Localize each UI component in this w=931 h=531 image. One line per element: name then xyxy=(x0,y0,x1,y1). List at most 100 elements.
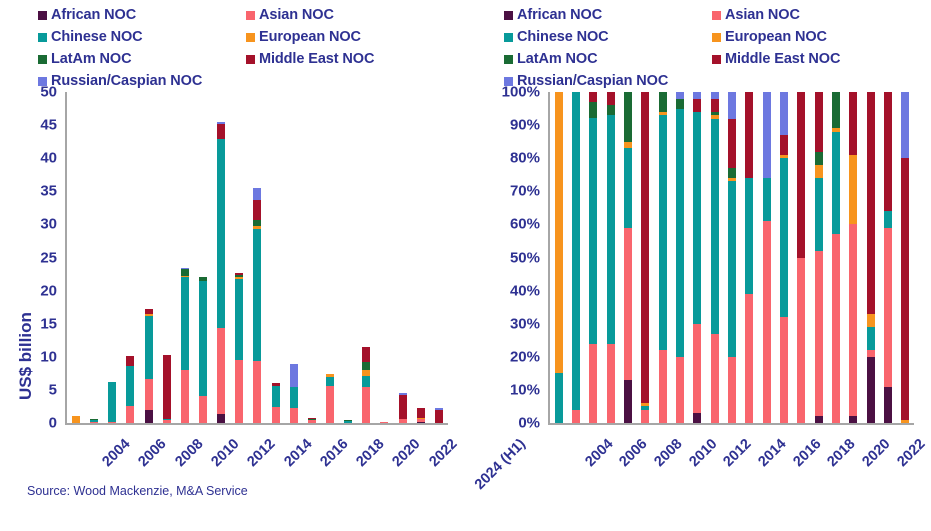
bar-slot[interactable] xyxy=(775,92,792,423)
bar-slot[interactable] xyxy=(285,92,303,423)
bar-slot[interactable] xyxy=(412,92,430,423)
bar-slot[interactable] xyxy=(706,92,723,423)
x-tick-label: 2020 xyxy=(859,436,894,471)
bar-slot[interactable] xyxy=(194,92,212,423)
bar-slot[interactable] xyxy=(67,92,85,423)
bar-slot[interactable] xyxy=(897,92,914,423)
bar-slot[interactable] xyxy=(121,92,139,423)
bar-slot[interactable] xyxy=(394,92,412,423)
bar-slot[interactable] xyxy=(267,92,285,423)
bar-segment-african xyxy=(866,356,875,423)
stacked-bar[interactable] xyxy=(108,381,117,423)
bar-slot[interactable] xyxy=(793,92,810,423)
stacked-bar[interactable] xyxy=(72,415,81,423)
bar-slot[interactable] xyxy=(230,92,248,423)
legend-label-latam-2: LatAm NOC xyxy=(517,50,598,67)
stacked-bar[interactable] xyxy=(831,92,840,423)
bar-slot[interactable] xyxy=(339,92,357,423)
stacked-bar[interactable] xyxy=(641,92,650,423)
bar-segment-mideast xyxy=(849,92,858,155)
stacked-bar[interactable] xyxy=(866,92,875,423)
x-tick-label: 2008 xyxy=(651,436,686,471)
stacked-bar[interactable] xyxy=(199,276,208,423)
stacked-bar[interactable] xyxy=(344,420,353,423)
bar-slot[interactable] xyxy=(637,92,654,423)
stacked-bar[interactable] xyxy=(693,92,702,423)
stacked-bar[interactable] xyxy=(398,393,407,423)
stacked-bar[interactable] xyxy=(126,355,135,423)
bar-segment-asian xyxy=(416,418,425,422)
bar-slot[interactable] xyxy=(585,92,602,423)
bar-slot[interactable] xyxy=(879,92,896,423)
bar-slot[interactable] xyxy=(741,92,758,423)
bar-slot[interactable] xyxy=(654,92,671,423)
stacked-bar[interactable] xyxy=(675,92,684,423)
stacked-bar[interactable] xyxy=(814,92,823,423)
stacked-bar[interactable] xyxy=(606,92,615,423)
bar-slot[interactable] xyxy=(567,92,584,423)
stacked-bar[interactable] xyxy=(554,92,563,423)
bar-slot[interactable] xyxy=(375,92,393,423)
bar-slot[interactable] xyxy=(158,92,176,423)
bar-slot[interactable] xyxy=(827,92,844,423)
bar-slot[interactable] xyxy=(248,92,266,423)
bar-slot[interactable] xyxy=(176,92,194,423)
stacked-bar[interactable] xyxy=(745,92,754,423)
stacked-bar[interactable] xyxy=(849,92,858,423)
bar-slot[interactable] xyxy=(619,92,636,423)
x-tick-label: 2004 xyxy=(582,436,617,471)
y-tick-label: 0% xyxy=(518,414,540,432)
bar-segment-african xyxy=(144,410,153,423)
stacked-bar[interactable] xyxy=(901,92,910,423)
stacked-bar[interactable] xyxy=(571,92,580,423)
bar-slot[interactable] xyxy=(212,92,230,423)
bar-slot[interactable] xyxy=(602,92,619,423)
bar-slot[interactable] xyxy=(321,92,339,423)
bar-segment-asian xyxy=(326,385,335,423)
stacked-bar[interactable] xyxy=(217,121,226,423)
stacked-bar[interactable] xyxy=(326,374,335,423)
bar-segment-chinese xyxy=(108,381,117,422)
stacked-bar[interactable] xyxy=(762,92,771,423)
stacked-bar[interactable] xyxy=(779,92,788,423)
stacked-bar[interactable] xyxy=(623,92,632,423)
stacked-bar[interactable] xyxy=(380,421,389,423)
stacked-bar[interactable] xyxy=(162,354,171,423)
stacked-bar[interactable] xyxy=(289,364,298,423)
y-tick-label: 100% xyxy=(501,83,540,101)
stacked-bar[interactable] xyxy=(144,309,153,423)
bar-slot[interactable] xyxy=(689,92,706,423)
bar-slot[interactable] xyxy=(671,92,688,423)
legend-swatch-asian-2 xyxy=(712,10,721,20)
stacked-bar[interactable] xyxy=(180,268,189,423)
bar-slot[interactable] xyxy=(845,92,862,423)
stacked-bar[interactable] xyxy=(416,408,425,423)
bar-slot[interactable] xyxy=(140,92,158,423)
bar-slot[interactable] xyxy=(85,92,103,423)
stacked-bar[interactable] xyxy=(727,92,736,423)
stacked-bar[interactable] xyxy=(658,92,667,423)
legend-item-african: African NOC xyxy=(38,4,202,26)
bar-slot[interactable] xyxy=(723,92,740,423)
stacked-bar[interactable] xyxy=(235,272,244,423)
bar-slot[interactable] xyxy=(758,92,775,423)
stacked-bar[interactable] xyxy=(589,92,598,423)
bar-slot[interactable] xyxy=(103,92,121,423)
bar-segment-russian xyxy=(779,92,788,136)
stacked-bar[interactable] xyxy=(253,188,262,423)
stacked-bar[interactable] xyxy=(434,407,443,423)
stacked-bar[interactable] xyxy=(362,346,371,423)
bar-slot[interactable] xyxy=(357,92,375,423)
bar-slot[interactable] xyxy=(430,92,448,423)
stacked-bar[interactable] xyxy=(271,383,280,423)
stacked-bar[interactable] xyxy=(90,419,99,423)
x-tick-label: 2012 xyxy=(720,436,755,471)
bar-slot[interactable] xyxy=(303,92,321,423)
bar-slot[interactable] xyxy=(810,92,827,423)
bar-slot[interactable] xyxy=(862,92,879,423)
stacked-bar[interactable] xyxy=(797,92,806,423)
stacked-bar[interactable] xyxy=(883,92,892,423)
stacked-bar[interactable] xyxy=(307,417,316,423)
bar-slot[interactable] xyxy=(550,92,567,423)
stacked-bar[interactable] xyxy=(710,92,719,423)
